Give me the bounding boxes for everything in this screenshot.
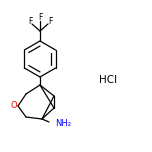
Text: NH₂: NH₂ bbox=[55, 119, 71, 128]
Text: F: F bbox=[48, 17, 52, 26]
Text: HCl: HCl bbox=[99, 75, 117, 85]
Text: O: O bbox=[11, 102, 17, 111]
Text: F: F bbox=[28, 17, 32, 26]
Text: F: F bbox=[38, 14, 42, 22]
